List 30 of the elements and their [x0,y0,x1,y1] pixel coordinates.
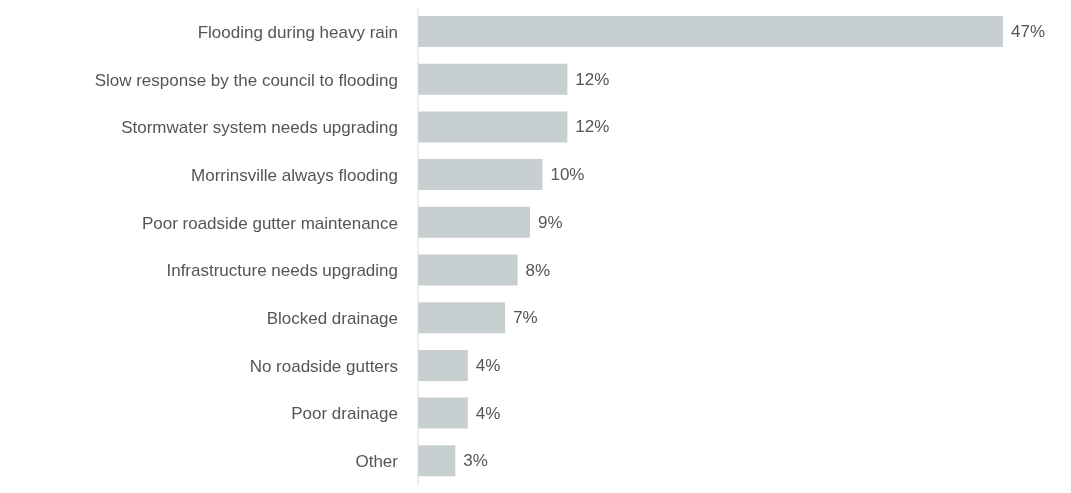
y-tick-label: Infrastructure needs upgrading [166,261,398,281]
bar [418,16,1003,47]
y-tick-label: Poor roadside gutter maintenance [141,213,398,233]
data-label: 8% [525,260,551,280]
data-label: 10% [550,165,585,185]
y-tick-label: Morrinsville always flooding [191,165,398,185]
data-label: 47% [1011,22,1046,41]
y-tick-label: Slow response by the council to flooding [94,70,398,90]
data-label: 9% [538,212,563,232]
bar [418,63,568,95]
y-tick-label: Flooding during heavy rain [197,22,398,42]
data-label: 12% [575,117,610,137]
y-tick-label: Blocked drainage [266,309,398,329]
data-label: 4% [475,403,501,423]
data-label: 4% [475,355,501,375]
bar [418,206,531,238]
bar [418,445,456,477]
data-label: 7% [513,308,538,328]
bar [418,159,543,191]
bar [418,397,468,429]
bar [418,349,468,381]
y-tick-label: Other [355,452,399,472]
bar [418,111,568,143]
bar [418,302,506,334]
data-label: 3% [463,451,488,471]
bar [418,254,518,286]
y-tick-label: No roadside gutters [249,356,398,376]
data-label: 12% [575,69,610,89]
y-tick-label: Stormwater system needs upgrading [121,118,398,138]
y-tick-label: Poor drainage [291,404,398,424]
